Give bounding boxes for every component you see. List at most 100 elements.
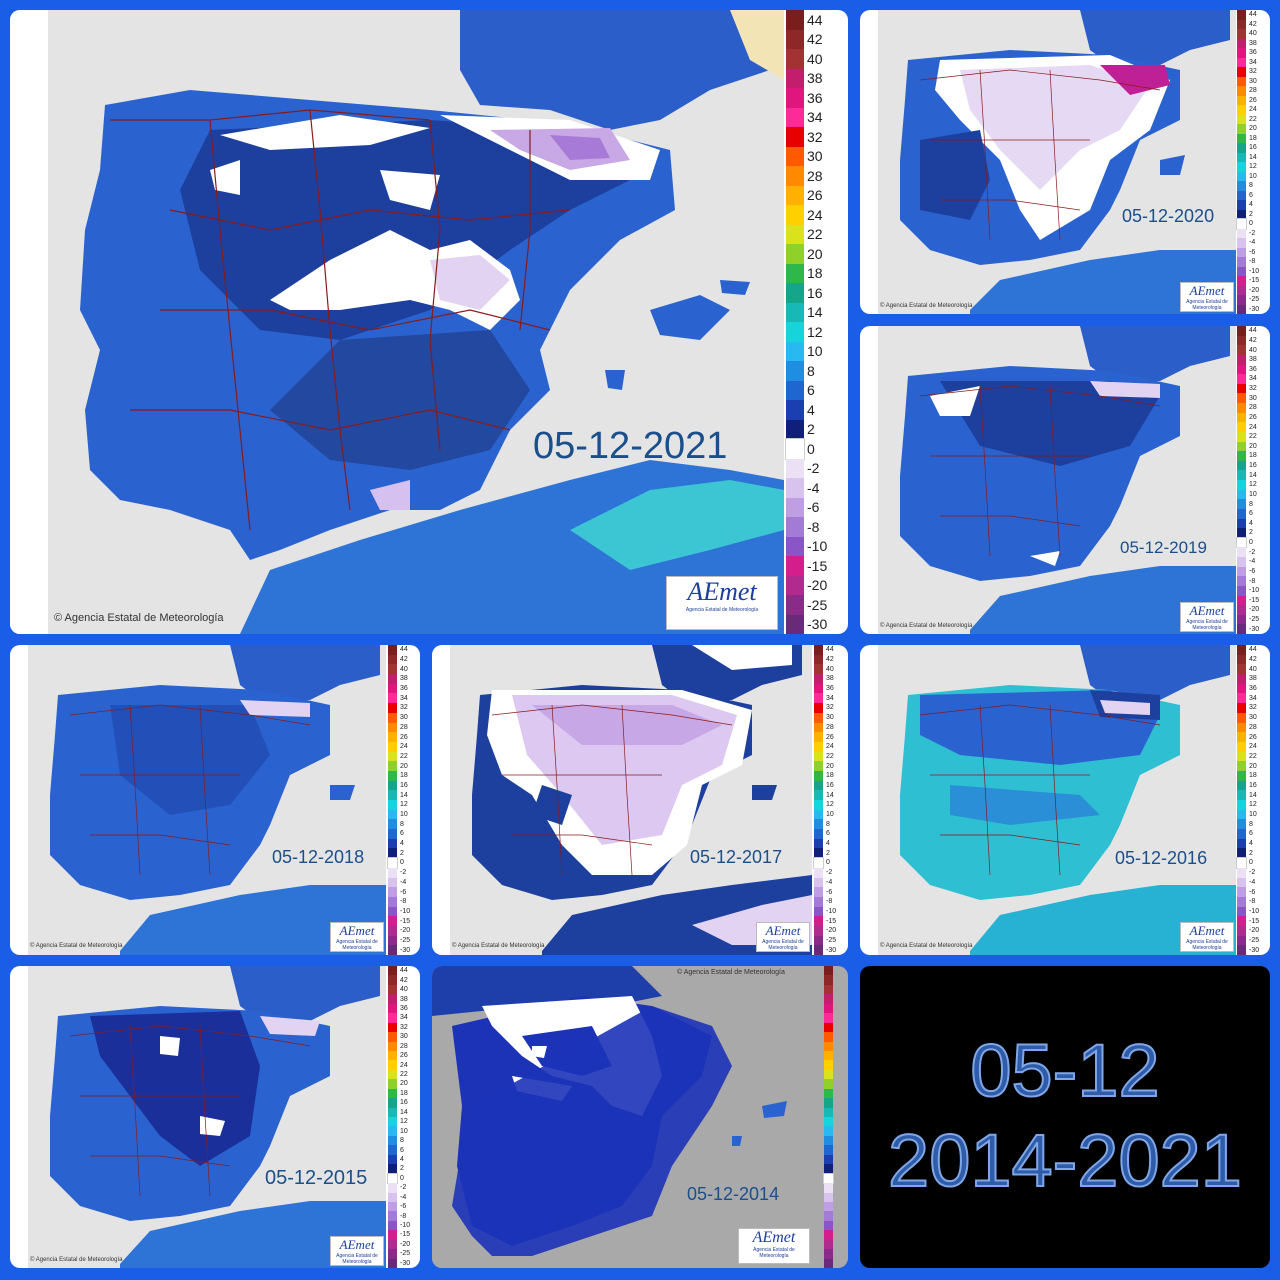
legend-step: 16 [1237,460,1267,471]
legend-swatch [1237,624,1246,634]
legend-swatch [824,1230,833,1240]
legend-label: 12 [807,323,823,340]
aemet-logo-2021: AEmet Agencia Estatal de Meteorología [666,576,778,630]
legend-swatch [786,88,804,108]
legend-swatch [1237,295,1246,305]
legend-step: -15 [786,556,836,576]
legend-label: 4 [826,840,830,848]
legend-label: 42 [1249,20,1257,28]
legend-step: 14 [388,790,418,800]
legend-step: 44 [1237,326,1267,336]
legend-swatch [824,1135,833,1146]
legend-swatch [388,887,397,897]
legend-swatch [1237,945,1246,955]
legend-label: -2 [807,460,820,477]
legend-step: 34 [1237,374,1267,384]
legend-swatch [388,829,397,839]
legend-swatch [1237,703,1246,713]
legend-swatch [1237,693,1246,704]
legend-swatch [387,857,398,869]
legend-step [824,1164,846,1174]
legend-label: 28 [826,723,834,731]
legend-label: 6 [807,382,815,399]
legend-swatch [814,761,823,771]
legend-swatch [388,780,397,791]
legend-label: 26 [807,187,823,204]
legend-swatch [1237,422,1246,432]
legend-step: 2 [388,848,418,859]
legend-step: 14 [1237,152,1267,162]
legend-step [824,1003,846,1014]
legend-step: -10 [1237,906,1267,917]
legend-swatch [814,925,823,936]
legend-label: -4 [807,479,820,496]
legend-step: -15 [388,916,418,926]
legend-label: 32 [807,128,823,145]
legend-label: 44 [1249,646,1257,654]
legend-label: -20 [400,1240,411,1248]
legend-swatch [814,732,823,742]
legend-step: -20 [1237,925,1267,936]
legend-step: 26 [1237,95,1267,105]
legend-swatch [814,751,823,762]
legend-step: 34 [388,1013,418,1023]
legend-step: 14 [1237,470,1267,480]
legend-label: -30 [807,616,828,633]
legend-swatch [786,29,804,49]
legend-label: 22 [1249,752,1257,760]
legend-swatch [786,263,804,283]
legend-label: 44 [400,646,408,654]
legend-step: 18 [388,770,418,781]
legend-step: -6 [1237,566,1267,577]
legend-step: -10 [388,1220,418,1231]
legend-step: -30 [1237,624,1267,634]
legend-step: 30 [814,712,846,723]
legend-label: 40 [1249,665,1257,673]
legend-swatch [388,1069,397,1080]
title-line-years: 2014-2021 [887,1118,1243,1203]
legend-step: 36 [1237,48,1267,58]
legend-step: 22 [388,751,418,762]
legend-step: 4 [1237,200,1267,210]
legend-label: 8 [1249,182,1253,190]
legend-label: -8 [400,1212,407,1220]
legend-label: 20 [1249,442,1257,450]
legend-swatch [786,146,804,166]
legend-swatch [1237,566,1246,577]
legend-step: 4 [786,400,836,420]
legend-label: 28 [1249,723,1257,731]
legend-step: 8 [1237,499,1267,509]
legend-step: 44 [1237,10,1267,20]
legend-label: 12 [400,1118,408,1126]
legend-swatch [1237,10,1246,20]
legend-swatch [824,1126,833,1136]
legend-swatch [824,1069,833,1080]
legend-swatch [1237,654,1246,665]
legend-step: 32 [388,703,418,713]
legend-swatch [1237,266,1246,276]
legend-step [824,1098,846,1108]
legend-label: -30 [1249,625,1260,633]
legend-label: 22 [826,752,834,760]
legend-step [824,1032,846,1042]
legend-swatch [1237,86,1246,96]
legend-swatch [814,848,823,859]
legend-step: 10 [786,341,836,361]
legend-label: 2 [807,421,815,438]
legend-label: 22 [1249,433,1257,441]
legend-label: 36 [1249,685,1257,693]
legend-step: 42 [1237,335,1267,346]
legend-swatch [1237,29,1246,39]
legend-step: -2 [1237,867,1267,878]
legend-label: 14 [1249,153,1257,161]
legend-step: 18 [1237,770,1267,781]
legend-step: 8 [814,819,846,830]
map-date-2018: 05-12-2018 [272,847,365,867]
legend-swatch [814,877,823,888]
legend-label: 10 [807,343,823,360]
legend-swatch [1237,683,1246,694]
legend-step: 8 [1237,819,1267,830]
legend-step: -10 [814,906,846,917]
legend-swatch [1237,412,1246,423]
legend-swatch [1237,326,1246,336]
